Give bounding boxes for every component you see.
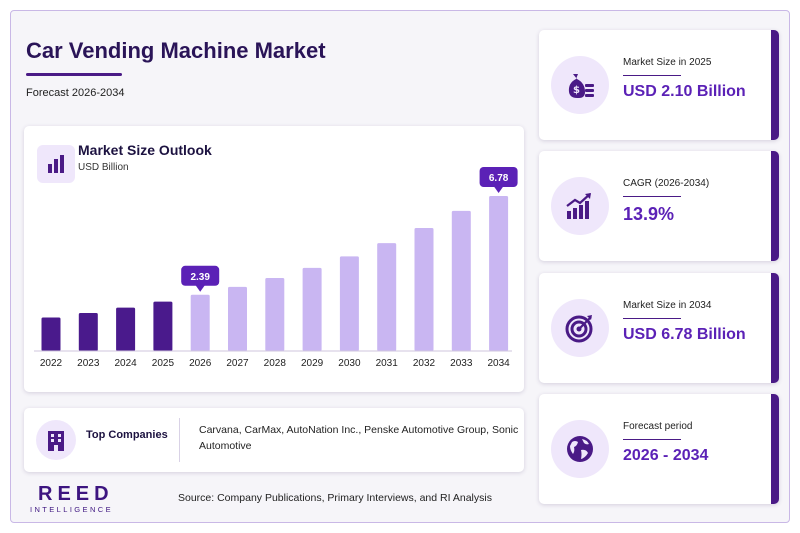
bar-chart: 2022 2023 2024 2025 2026 2027 2028 2029 2030 2031… xyxy=(34,167,518,369)
x-tick-label: 2024 xyxy=(114,358,137,369)
chart-unit: USD Billion xyxy=(78,162,129,173)
stat-divider xyxy=(623,196,681,197)
stat-divider xyxy=(623,318,681,319)
stat-card-market-size-2034: Market Size in 2034 USD 6.78 Billion xyxy=(539,273,779,383)
bar-2031 xyxy=(377,243,397,351)
title-underline xyxy=(26,73,122,76)
top-companies-list: Carvana, CarMax, AutoNation Inc., Penske… xyxy=(199,424,519,452)
x-tick-label: 2026 xyxy=(189,358,212,369)
callout-2026: 2.39 xyxy=(181,265,220,292)
bar-2026 xyxy=(190,294,210,351)
stat-divider xyxy=(623,439,681,440)
page-title: Car Vending Machine Market xyxy=(26,38,326,63)
bar-2024 xyxy=(116,307,136,351)
stat-value: 13.9% xyxy=(623,204,675,224)
top-companies-label: Top Companies xyxy=(86,429,168,441)
page-subtitle: Forecast 2026-2034 xyxy=(26,87,125,99)
bar-2033 xyxy=(451,210,471,351)
x-tick-label: 2034 xyxy=(487,358,510,369)
bar-2025 xyxy=(153,301,173,351)
x-tick-label: 2022 xyxy=(40,358,63,369)
bar-2030 xyxy=(339,256,359,351)
stat-divider xyxy=(623,75,681,76)
x-tick-label: 2030 xyxy=(338,358,361,369)
stat-value: 2026 - 2034 xyxy=(623,447,709,464)
brand-logo: REED xyxy=(38,483,114,505)
top-companies-card: Top Companies Carvana, CarMax, AutoNatio… xyxy=(24,408,524,472)
stat-label: Forecast period xyxy=(623,421,693,432)
target-icon xyxy=(551,299,609,357)
x-tick-label: 2023 xyxy=(77,358,100,369)
stat-label: Market Size in 2025 xyxy=(623,57,712,68)
stat-value: USD 2.10 Billion xyxy=(623,83,746,100)
money-bag-icon: $ xyxy=(551,56,609,114)
chart-card: Market Size Outlook USD Billion 2022 2023… xyxy=(24,126,524,392)
bar-2029 xyxy=(302,267,322,351)
stat-card-cagr: CAGR (2026-2034) 13.9% xyxy=(539,151,779,261)
globe-icon xyxy=(551,420,609,478)
stat-label: Market Size in 2034 xyxy=(623,300,712,311)
x-tick-label: 2032 xyxy=(413,358,436,369)
growth-chart-icon xyxy=(551,177,609,235)
callout-label: 2.39 xyxy=(190,272,210,283)
callout-2034: 6.78 xyxy=(479,167,518,193)
chart-title: Market Size Outlook xyxy=(78,142,212,158)
bar-2027 xyxy=(228,286,247,351)
bar-chart-icon xyxy=(37,145,75,183)
stat-label: CAGR (2026-2034) xyxy=(623,178,710,189)
x-tick-label: 2029 xyxy=(301,358,324,369)
bar-2028 xyxy=(265,278,285,351)
bar-2022 xyxy=(41,317,61,351)
x-tick-label: 2031 xyxy=(376,358,399,369)
x-tick-label: 2028 xyxy=(264,358,287,369)
stat-card-market-size-2025: $ Market Size in 2025 USD 2.10 Billion xyxy=(539,30,779,140)
bar-2023 xyxy=(78,312,98,351)
bar-2032 xyxy=(414,228,434,351)
callout-label: 6.78 xyxy=(489,173,509,184)
stat-value: USD 6.78 Billion xyxy=(623,326,746,343)
svg-text:$: $ xyxy=(573,85,580,96)
bar-2034 xyxy=(489,196,509,351)
x-tick-label: 2033 xyxy=(450,358,473,369)
source-note: Source: Company Publications, Primary In… xyxy=(178,492,492,504)
x-tick-label: 2027 xyxy=(226,358,249,369)
companies-divider xyxy=(179,418,180,462)
brand-logo-subtitle: INTELLIGENCE xyxy=(30,505,113,514)
building-icon xyxy=(36,420,76,460)
stat-card-forecast-period: Forecast period 2026 - 2034 xyxy=(539,394,779,504)
x-tick-label: 2025 xyxy=(152,358,175,369)
